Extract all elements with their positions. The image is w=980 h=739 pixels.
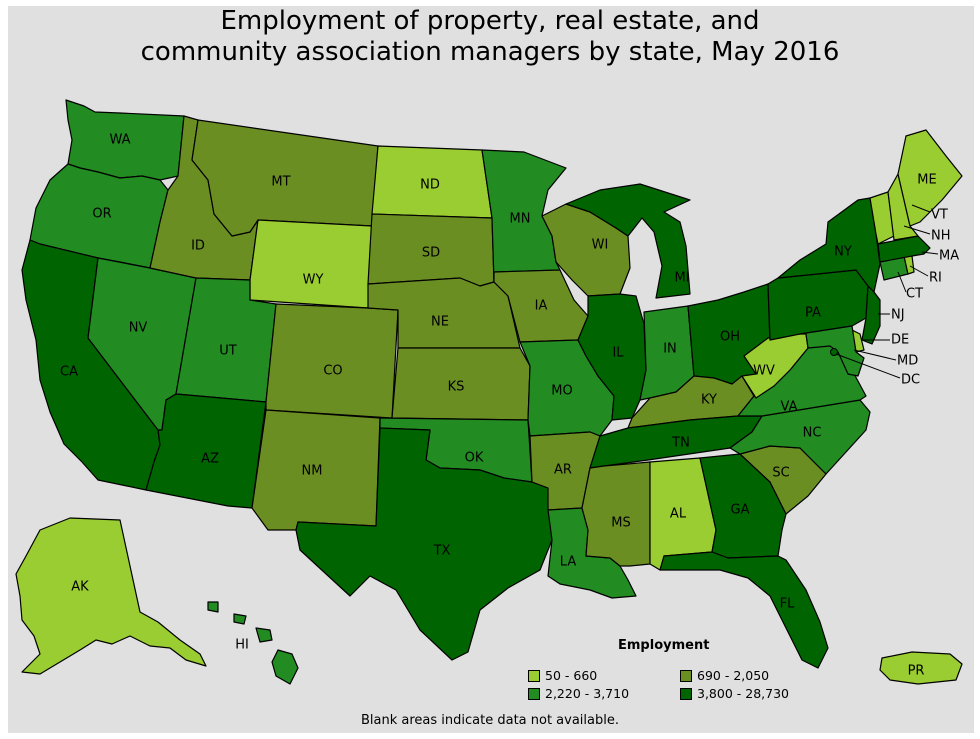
legend-label-3: 3,800 - 28,730 xyxy=(697,686,789,701)
state-md[interactable] xyxy=(799,325,865,377)
state-hi[interactable] xyxy=(271,649,299,685)
label-ma: MA xyxy=(939,249,959,264)
label-ky: KY xyxy=(701,393,717,408)
label-or: OR xyxy=(92,207,111,222)
label-co: CO xyxy=(323,364,342,379)
state-nj[interactable] xyxy=(861,285,881,345)
label-nj: NJ xyxy=(891,308,905,323)
label-nm: NM xyxy=(302,464,323,479)
label-sc: SC xyxy=(772,466,789,481)
label-mt: MT xyxy=(271,175,290,190)
state-il[interactable] xyxy=(577,293,647,421)
label-ne: NE xyxy=(431,315,449,330)
label-hi: HI xyxy=(235,638,249,653)
label-de: DE xyxy=(891,333,909,348)
label-ok: OK xyxy=(465,451,484,466)
state-dc[interactable] xyxy=(830,348,838,356)
label-ri: RI xyxy=(929,271,942,286)
state-pr[interactable] xyxy=(879,651,963,685)
legend-item-bin-2: 2,220 - 3,710 xyxy=(528,686,629,701)
label-dc: DC xyxy=(901,373,920,388)
legend-swatch-3 xyxy=(680,687,692,700)
legend-swatch-0 xyxy=(528,669,540,682)
label-ks: KS xyxy=(448,380,465,395)
leader-ri xyxy=(909,265,929,277)
state-ne[interactable] xyxy=(367,277,521,349)
label-mi: MI xyxy=(674,271,689,286)
title-line-2: community association managers by state,… xyxy=(140,37,840,67)
legend-swatch-1 xyxy=(680,669,692,682)
state-hi-maui[interactable] xyxy=(255,627,273,643)
state-vt[interactable] xyxy=(869,191,895,245)
label-ak: AK xyxy=(71,580,89,595)
label-al: AL xyxy=(670,507,687,522)
label-ms: MS xyxy=(611,516,630,531)
label-ut: UT xyxy=(219,344,237,359)
legend-item-bin-3: 3,800 - 28,730 xyxy=(680,686,789,701)
leader-md xyxy=(853,349,897,361)
label-wv: WV xyxy=(753,364,775,379)
state-hi-oahu[interactable] xyxy=(233,613,247,625)
legend-swatch-2 xyxy=(528,687,540,700)
legend-title: Employment xyxy=(618,638,710,653)
legend-label-0: 50 - 660 xyxy=(545,668,598,683)
leader-vt xyxy=(911,204,931,213)
label-ca: CA xyxy=(60,365,78,380)
label-ia: IA xyxy=(535,299,548,314)
label-pr: PR xyxy=(908,664,925,679)
label-wy: WY xyxy=(303,273,324,288)
state-me[interactable] xyxy=(897,129,963,227)
label-ar: AR xyxy=(554,463,572,478)
state-nh[interactable] xyxy=(887,173,919,241)
label-sd: SD xyxy=(422,246,440,261)
leader-dc xyxy=(835,353,901,379)
label-in: IN xyxy=(663,342,677,357)
label-mn: MN xyxy=(510,212,531,227)
label-ny: NY xyxy=(834,245,852,260)
label-il: IL xyxy=(612,346,624,361)
label-pa: PA xyxy=(805,306,821,321)
leader-ma xyxy=(921,251,939,255)
state-ak[interactable] xyxy=(15,517,207,675)
label-wa: WA xyxy=(109,133,130,148)
leader-nh xyxy=(903,225,931,235)
label-id: ID xyxy=(191,239,205,254)
label-md: MD xyxy=(897,354,918,369)
label-ga: GA xyxy=(731,503,750,518)
label-oh: OH xyxy=(720,330,740,345)
label-mo: MO xyxy=(551,384,572,399)
label-az: AZ xyxy=(201,452,219,467)
footnote: Blank areas indicate data not available. xyxy=(361,713,619,728)
label-ct: CT xyxy=(906,287,923,302)
leader-ct xyxy=(897,271,907,293)
state-hi-kauai[interactable] xyxy=(207,601,219,613)
legend-item-bin-0: 50 - 660 xyxy=(528,668,597,683)
label-nh: NH xyxy=(931,229,951,244)
label-nc: NC xyxy=(803,426,822,441)
state-co[interactable] xyxy=(265,303,399,419)
label-la: LA xyxy=(560,555,577,570)
legend-label-1: 690 - 2,050 xyxy=(697,668,770,683)
state-fl[interactable] xyxy=(659,551,829,669)
state-wy[interactable] xyxy=(249,219,373,309)
label-tx: TX xyxy=(433,544,451,559)
legend-item-bin-1: 690 - 2,050 xyxy=(680,668,769,683)
label-wi: WI xyxy=(592,238,609,253)
state-mi[interactable] xyxy=(565,183,691,299)
label-vt: VT xyxy=(931,208,948,223)
label-va: VA xyxy=(781,400,798,415)
legend-label-2: 2,220 - 3,710 xyxy=(545,686,630,701)
title-line-1: Employment of property, real estate, and xyxy=(220,6,760,36)
state-ms[interactable] xyxy=(581,461,651,567)
label-nv: NV xyxy=(129,321,148,336)
state-tx[interactable] xyxy=(295,427,553,661)
label-fl: FL xyxy=(780,597,795,612)
label-me: ME xyxy=(917,173,936,188)
label-tn: TN xyxy=(671,436,690,451)
label-nd: ND xyxy=(420,178,440,193)
map-title: Employment of property, real estate, and… xyxy=(0,6,980,68)
